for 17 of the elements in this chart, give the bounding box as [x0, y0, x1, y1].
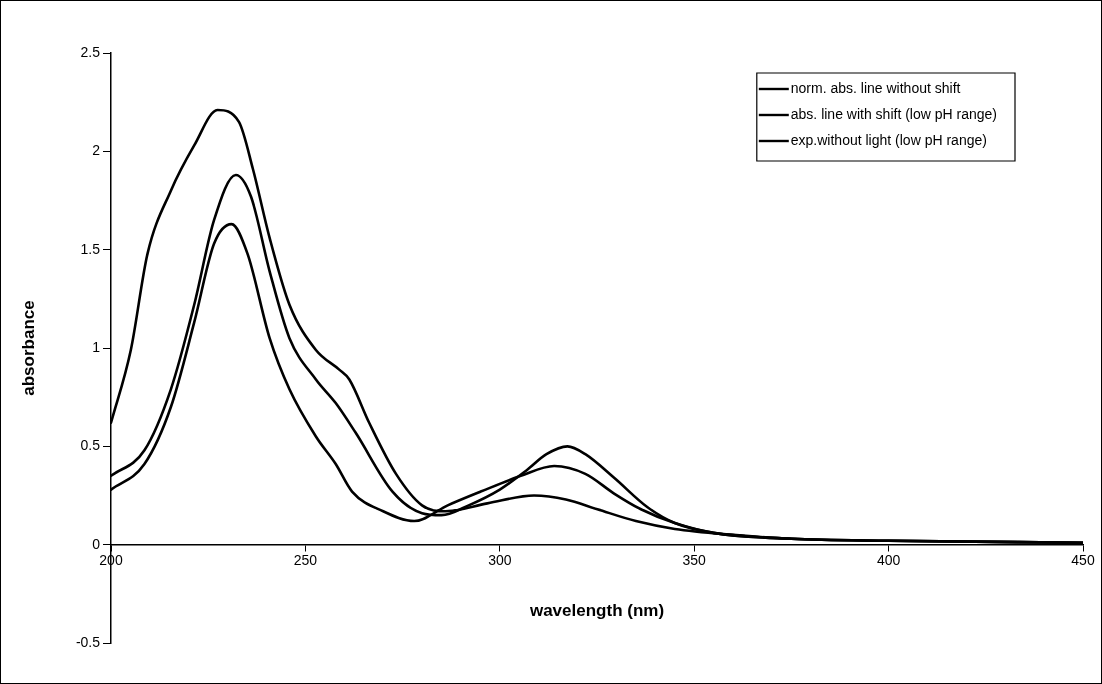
y-tick-label: 2.5	[80, 43, 101, 60]
x-axis-title: wavelength (nm)	[528, 601, 665, 621]
y-axis-title: absorbance	[18, 300, 38, 396]
legend-label: exp.without light (low pH range)	[790, 131, 987, 148]
y-tick-label: 0	[92, 535, 101, 552]
x-tick-label: 300	[488, 551, 512, 568]
x-tick-label: 250	[293, 551, 318, 568]
y-tick-label: 1	[92, 338, 101, 355]
y-tick-label: 1.5	[80, 240, 101, 257]
x-tick-label: 350	[682, 551, 707, 568]
x-tick-label: 400	[876, 551, 901, 568]
y-tick-label: 0.5	[80, 437, 101, 454]
legend-label: norm. abs. line without shift	[790, 79, 961, 96]
legend-label: abs. line with shift (low pH range)	[790, 105, 997, 122]
x-tick-label: 450	[1071, 551, 1095, 568]
y-tick-label: 2	[92, 142, 101, 159]
y-tick-label: -0.5	[75, 633, 101, 650]
